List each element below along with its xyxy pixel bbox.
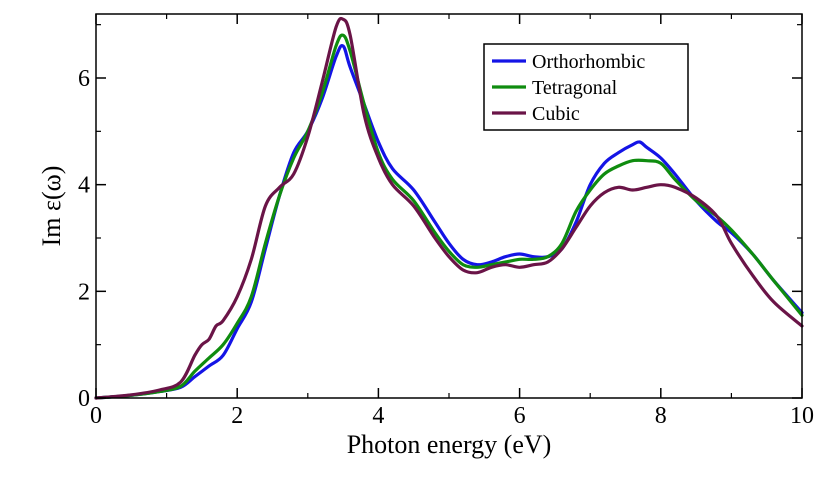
legend-label-tetragonal: Tetragonal: [532, 77, 618, 99]
series-line-tetragonal: [94, 33, 804, 400]
x-axis-title: Photon energy (eV): [347, 430, 552, 459]
y-tick-label: 0: [78, 386, 90, 412]
plot-background: [96, 14, 802, 398]
x-tick-label: 6: [514, 403, 526, 429]
legend: Orthorhombic Tetragonal Cubic: [483, 43, 689, 131]
series-layer: [94, 16, 804, 400]
series-line-orthorhombic: [94, 43, 804, 400]
x-tick-label: 0: [90, 403, 102, 429]
x-tick-label: 2: [231, 403, 243, 429]
x-tick-label: 4: [372, 403, 384, 429]
series-line-cubic: [94, 16, 804, 400]
legend-label-orthorhombic: Orthorhombic: [532, 51, 645, 73]
y-tick-label: 4: [78, 173, 90, 199]
ticks-layer: 0 2 4 6 8 10 0 2 4 6: [78, 14, 814, 429]
y-tick-label: 6: [78, 66, 90, 92]
legend-label-cubic: Cubic: [532, 103, 580, 125]
y-tick-label: 2: [78, 279, 90, 305]
x-tick-label: 10: [790, 403, 814, 429]
x-tick-label: 8: [655, 403, 667, 429]
y-axis-title: Im ε(ω): [37, 166, 66, 247]
